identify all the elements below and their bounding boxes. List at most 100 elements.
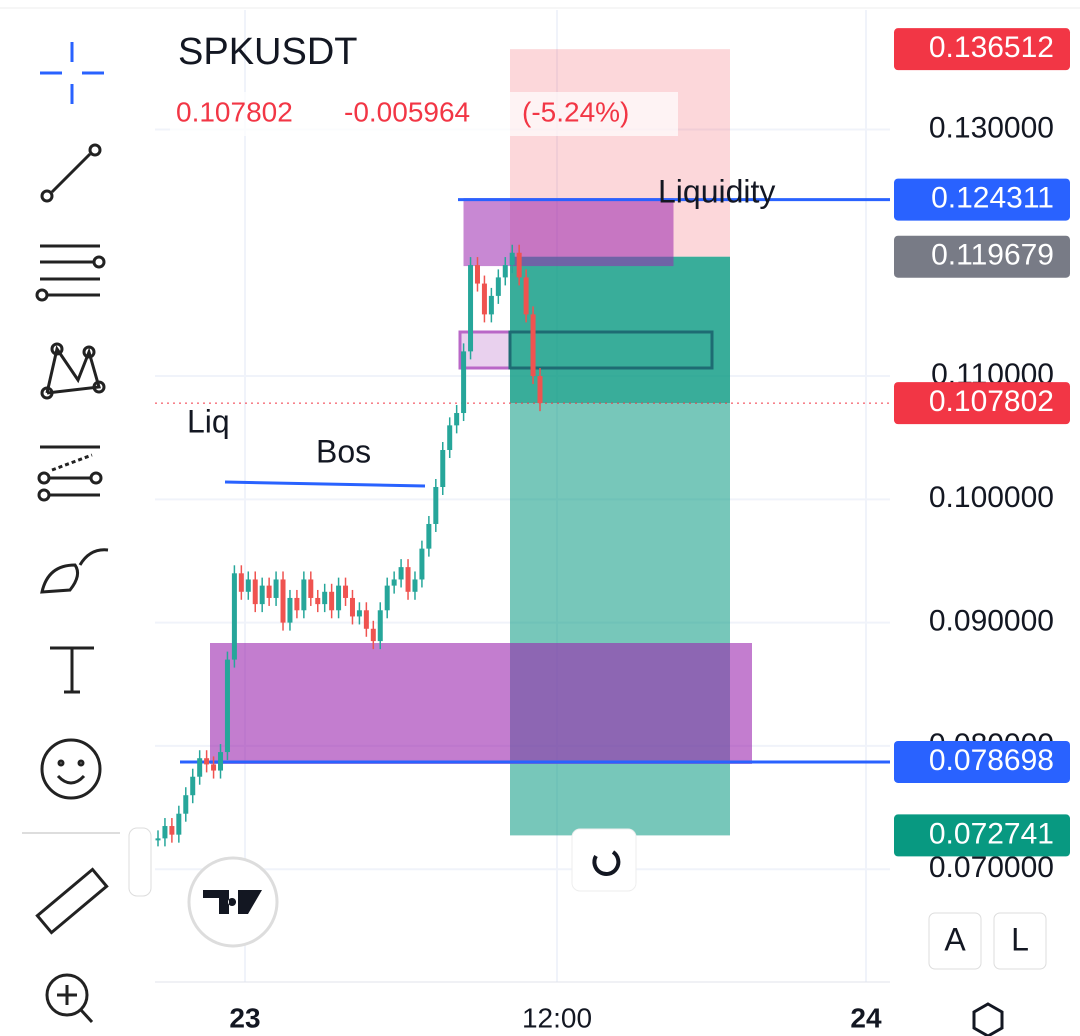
price-tag xyxy=(894,178,1070,221)
settings-icon[interactable] xyxy=(972,1002,1004,1036)
candle xyxy=(468,265,474,352)
candle xyxy=(370,628,376,642)
candle xyxy=(419,548,425,580)
candle xyxy=(308,579,314,598)
candle xyxy=(349,597,355,617)
candle xyxy=(162,826,168,839)
fib-tool[interactable] xyxy=(35,244,106,302)
candle xyxy=(280,579,286,623)
button-label: L xyxy=(1011,921,1029,957)
candle xyxy=(252,579,258,605)
x-tick-label: 23 xyxy=(229,1002,260,1033)
candle xyxy=(502,265,508,278)
candle xyxy=(336,585,342,611)
annotation: Bos xyxy=(316,433,371,469)
candle xyxy=(523,277,529,315)
pattern-tool[interactable] xyxy=(40,342,106,400)
price-tag-label: 0.136512 xyxy=(929,31,1054,64)
quote-last: 0.107802 xyxy=(176,96,293,127)
candle xyxy=(474,265,480,284)
candle xyxy=(488,295,494,315)
price-tag-label: 0.078698 xyxy=(929,744,1054,777)
candle xyxy=(245,579,251,592)
candle xyxy=(440,450,446,487)
collapse-button[interactable] xyxy=(128,827,152,897)
quote-change: -0.005964 xyxy=(344,96,470,127)
reset-button[interactable] xyxy=(571,828,637,892)
annotation: Liquidity xyxy=(658,173,775,209)
target-zone xyxy=(510,256,730,404)
candle xyxy=(433,486,439,524)
candle xyxy=(363,610,369,629)
toolbar xyxy=(22,42,120,1024)
price-tag-label: 0.072741 xyxy=(929,817,1054,850)
candle xyxy=(322,591,328,605)
candle xyxy=(461,351,467,414)
candle xyxy=(391,579,397,586)
candle xyxy=(495,277,501,296)
log-button[interactable] xyxy=(993,912,1047,970)
x-tick-label: 12:00 xyxy=(522,1002,592,1033)
candle xyxy=(509,252,515,266)
price-tag xyxy=(894,814,1070,857)
crosshair-tool[interactable] xyxy=(40,42,104,104)
order-block xyxy=(210,643,752,764)
y-tick-label: 0.100000 xyxy=(929,481,1054,514)
candle xyxy=(384,585,390,611)
annotation: Liq xyxy=(187,403,230,439)
candle xyxy=(426,523,432,549)
candle xyxy=(211,764,217,771)
zoom-tool[interactable] xyxy=(45,973,94,1024)
text-tool[interactable] xyxy=(50,646,94,694)
order-block xyxy=(463,198,674,267)
quote-bg xyxy=(170,92,678,136)
candle xyxy=(356,610,362,617)
candle xyxy=(183,795,189,814)
candle xyxy=(273,579,279,598)
candle xyxy=(176,813,182,835)
target-zone xyxy=(510,403,730,836)
quote-change-pct: (-5.24%) xyxy=(522,96,629,127)
candle xyxy=(238,573,244,592)
candle xyxy=(218,752,224,771)
candle xyxy=(454,413,460,426)
price-tag-label: 0.107802 xyxy=(929,385,1054,418)
candle xyxy=(266,585,272,598)
candle xyxy=(294,597,300,611)
price-tag xyxy=(894,382,1070,425)
brush-tool[interactable] xyxy=(40,548,109,594)
candle xyxy=(204,758,210,765)
candle xyxy=(190,776,196,796)
candle xyxy=(530,314,536,377)
ruler-tool[interactable] xyxy=(35,867,109,935)
candle xyxy=(447,425,453,451)
auto-button[interactable] xyxy=(928,912,982,970)
price-tag xyxy=(894,740,1070,783)
candle xyxy=(481,283,487,315)
prediction-tool[interactable] xyxy=(37,445,103,502)
candle xyxy=(301,579,307,611)
candle xyxy=(231,573,237,660)
candle xyxy=(412,579,418,592)
price-tag xyxy=(894,28,1070,71)
candle xyxy=(197,758,203,777)
price-tag-label: 0.119679 xyxy=(931,239,1054,272)
y-tick-label: 0.090000 xyxy=(929,605,1054,638)
fvg-box xyxy=(458,330,512,370)
reset-icon xyxy=(592,850,621,876)
symbol: SPKUSDT xyxy=(178,31,357,73)
candle xyxy=(398,567,404,580)
y-tick-label: 0.070000 xyxy=(929,851,1054,884)
candle xyxy=(224,659,230,753)
candle xyxy=(405,567,411,592)
trendline-tool[interactable] xyxy=(40,143,102,203)
candle xyxy=(343,585,349,598)
emoji-tool[interactable] xyxy=(40,738,102,800)
candle xyxy=(259,585,265,605)
logo-mark xyxy=(203,890,262,914)
candle xyxy=(516,252,522,278)
candle xyxy=(537,376,543,404)
candle xyxy=(377,610,383,642)
